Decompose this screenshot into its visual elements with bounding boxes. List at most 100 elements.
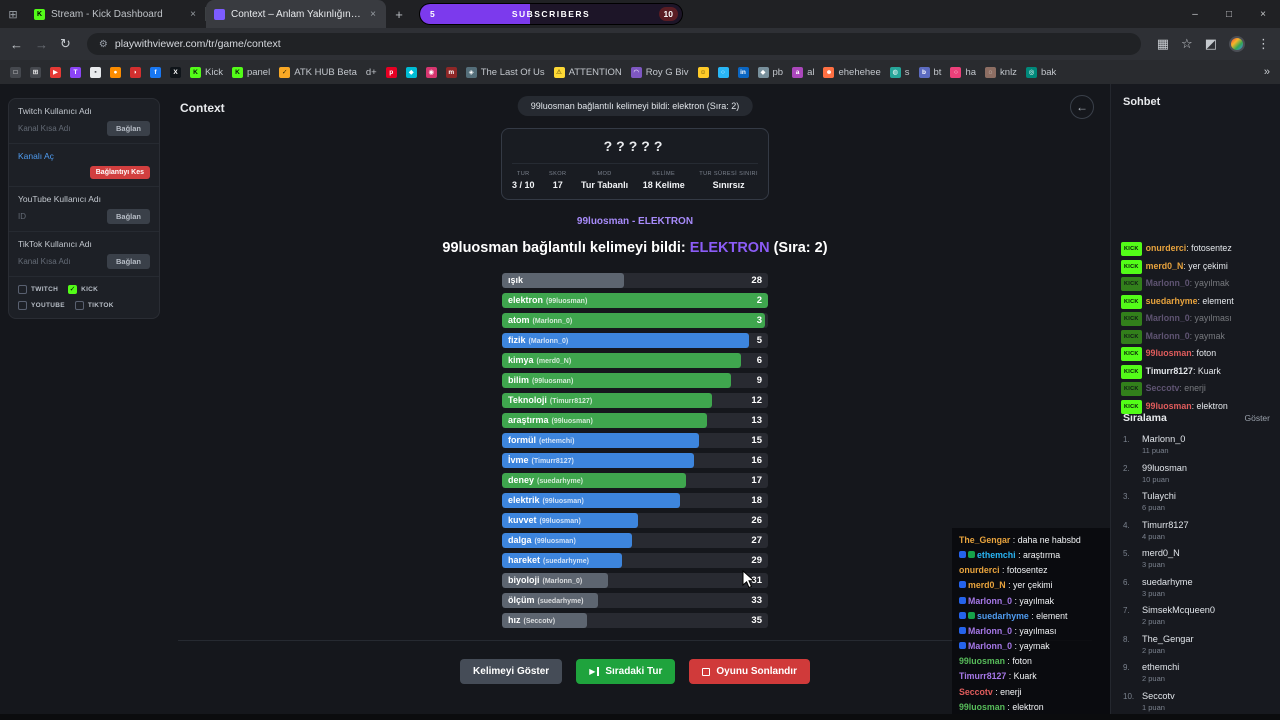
bookmark-label: The Last Of Us (480, 66, 545, 78)
platform-toggle[interactable]: YOUTUBE (18, 301, 65, 310)
tab-close-icon[interactable]: × (370, 8, 376, 20)
twitch-connect-button[interactable]: Bağlan (106, 121, 150, 136)
bookmark-item[interactable]: f (150, 66, 161, 78)
bookmark-item[interactable]: in (737, 66, 749, 78)
platform-checkbox[interactable] (74, 301, 84, 310)
chat-badges (959, 580, 968, 590)
side-panel-icon[interactable]: ▦ (1156, 36, 1170, 51)
maximize-button[interactable]: □ (1225, 8, 1233, 20)
word-row: biyolojiMarlonn_0 31 (502, 573, 768, 588)
site-settings-icon[interactable]: ⚙ (98, 38, 108, 50)
bookmark-favicon: ☺ (697, 66, 709, 78)
bookmark-item[interactable]: ◠ Roy G Biv (630, 66, 689, 78)
overlay-chat-message: Timurr8127Kuark (959, 670, 1103, 683)
chat-badge-icon (959, 642, 966, 650)
bookmark-item[interactable]: ◎ bak (1025, 66, 1056, 78)
bookmark-favicon: ▶ (50, 66, 61, 78)
kick-disconnect-button[interactable]: Bağlantıyı Kes (89, 166, 150, 179)
bookmark-item[interactable]: p (385, 66, 397, 78)
minimize-button[interactable]: – (1192, 8, 1198, 20)
overlay-chat-message: 99luosmanfoton (959, 655, 1103, 668)
bookmark-item[interactable]: a al (792, 66, 814, 78)
word-row: hareketsuedarhyme 29 (502, 553, 768, 568)
reveal-word-button[interactable]: Kelimeyi Göster (460, 659, 563, 684)
tab-context-game[interactable]: Context – Anlam Yakınlığın… × (206, 0, 386, 28)
app-icon[interactable]: ⊞ (8, 8, 18, 21)
ranking-row: 9. ethemchi 2 puan (1123, 662, 1274, 683)
bookmark-item[interactable]: m (445, 66, 457, 78)
kick-favicon: K (34, 8, 45, 20)
bookmark-item[interactable]: ○ (717, 66, 729, 78)
new-tab-button[interactable]: + (395, 6, 403, 22)
word-guesser: suedarhyme (538, 598, 584, 605)
back-button[interactable]: ← (1070, 95, 1094, 119)
tab-close-icon[interactable]: × (190, 8, 196, 20)
bookmark-item[interactable]: ◍ s (889, 66, 910, 78)
bookmark-item[interactable]: □ (10, 66, 21, 78)
ranking-row: 8. The_Gengar 2 puan (1123, 634, 1274, 655)
extensions-icon[interactable]: ◩ (1204, 36, 1217, 51)
tab-strip: ⊞ K Stream - Kick Dashboard × Context – … (0, 0, 1280, 28)
bookmark-item[interactable]: ☺ (697, 66, 709, 78)
platform-toggle[interactable]: ✓ KICK (68, 285, 98, 294)
bookmark-item[interactable]: ⚠ ATTENTION (553, 66, 622, 78)
bookmark-item[interactable]: ◈ The Last Of Us (465, 66, 545, 78)
ranking-points: 10 puan (1142, 474, 1170, 484)
word-rank: 15 (751, 435, 762, 446)
profile-avatar[interactable] (1229, 36, 1245, 52)
word-label: kuvvet (508, 515, 537, 525)
platform-label: YOUTUBE (31, 302, 65, 309)
open-channel-link[interactable]: Kanalı Aç (18, 151, 54, 161)
bookmarks-overflow-icon[interactable]: » (1263, 66, 1270, 78)
bookmark-star-icon[interactable]: ☆ (1181, 36, 1193, 51)
chat-badges (959, 611, 977, 621)
bookmark-item[interactable]: ✓ ATK HUB Beta (279, 66, 357, 78)
tab-kick-dashboard[interactable]: K Stream - Kick Dashboard × (26, 0, 206, 28)
platform-checkbox[interactable]: ✓ (68, 285, 78, 294)
menu-icon[interactable]: ⋮ (1257, 36, 1270, 51)
close-button[interactable]: × (1260, 8, 1266, 20)
bookmark-item[interactable]: ☻ ehehehee (823, 66, 881, 78)
address-bar[interactable]: ⚙ playwithviewer.com/tr/game/context (86, 33, 1141, 55)
back-icon[interactable]: ← (10, 36, 23, 52)
bookmark-item[interactable]: ◗ (130, 66, 141, 78)
platform-checkbox[interactable] (18, 285, 27, 294)
platform-toggle[interactable]: TIKTOK (74, 301, 114, 310)
bookmark-item[interactable]: K panel (231, 66, 270, 78)
bookmark-item[interactable]: ▶ (50, 66, 61, 78)
tiktok-username-input[interactable] (18, 257, 101, 266)
end-game-button[interactable]: Oyunu Sonlandır (689, 659, 810, 684)
bookmark-item[interactable]: X (170, 66, 181, 78)
bookmark-favicon: ◈ (465, 66, 477, 78)
bookmark-item[interactable]: b bt (918, 66, 941, 78)
bookmark-favicon: in (737, 66, 749, 78)
chat-text: yayılmak (1194, 278, 1230, 288)
bookmark-item[interactable]: ⊞ (30, 66, 41, 78)
bookmark-item[interactable]: ○ ha (950, 66, 976, 78)
bookmark-item[interactable]: ● (110, 66, 121, 78)
next-round-button[interactable]: ▶ Sıradaki Tur (576, 659, 676, 684)
word-label: fizik (508, 335, 526, 345)
bookmark-item[interactable]: ▪ (90, 66, 101, 78)
forward-icon[interactable]: → (35, 36, 48, 52)
stat-label: TUR (516, 171, 530, 177)
bookmark-item[interactable]: ◆ (405, 66, 417, 78)
twitch-username-input[interactable] (18, 124, 101, 133)
word-label: atom (508, 315, 530, 325)
platform-checkbox[interactable] (18, 301, 27, 310)
chat-username: Marlonn_0 (1146, 331, 1195, 341)
bookmark-item[interactable]: K Kick (190, 66, 223, 78)
bookmark-item[interactable]: d+ (366, 67, 377, 78)
platform-toggle[interactable]: TWITCH (18, 285, 58, 294)
youtube-username-input[interactable] (18, 212, 101, 221)
youtube-connect-button[interactable]: Bağlan (106, 209, 150, 224)
bookmark-item[interactable]: ◌ knlz (985, 66, 1017, 78)
bookmark-item[interactable]: ◉ (425, 66, 437, 78)
reload-icon[interactable]: ↻ (60, 36, 71, 51)
bookmark-item[interactable]: T (70, 66, 81, 78)
word-rank: 2 (756, 295, 762, 306)
ranking-show-button[interactable]: Göster (1244, 413, 1270, 423)
tiktok-connect-button[interactable]: Bağlan (106, 254, 150, 269)
bookmark-item[interactable]: ◆ pb (757, 66, 783, 78)
chat-text: yayılmak (1019, 595, 1055, 606)
